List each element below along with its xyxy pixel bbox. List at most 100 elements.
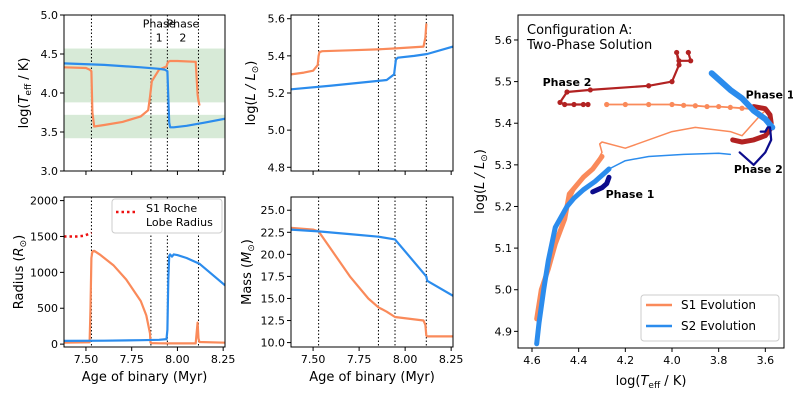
series-marker [580,101,586,108]
y-axis-label-text-end: / K) [17,58,32,84]
y-tick-label: 22.5 [261,226,286,239]
series-line [291,23,428,76]
phase-label: Phase 2 [543,76,592,89]
y-axis-label-sub: ⊙ [19,240,29,248]
series-marker [669,79,675,85]
series-marker [646,83,652,89]
phase-annotation: Phase [143,17,176,30]
series-marker [604,101,610,108]
legend-label: Lobe Radius [146,216,213,229]
x-tick-label: 4.6 [523,354,541,367]
y-tick-label: 3.0 [41,165,59,178]
x-tick-label: 7.50 [301,353,326,366]
y-axis-label: Radius (R⊙) [12,235,29,309]
hr-legend: S1 Evolution S2 Evolution [640,294,780,342]
x-tick-label: 8.00 [165,353,190,366]
y-tick-label: 5.3 [495,159,513,172]
x-axis-label-sub: eff [648,381,661,391]
y-axis-label-var: L / L [473,162,488,189]
series-line [708,70,776,131]
x-tick-label: 4.2 [617,354,635,367]
mass_panel-plot-area [291,197,453,347]
y-axis-label-text: log( [473,189,488,214]
lum_panel: 4.8 5.0 5.2 5.4 5.6 log(L / L⊙) [244,13,454,175]
y-axis-label-sub: ⊙ [251,66,261,74]
legend-box [640,294,780,342]
x-axis-label-var: T [640,374,649,389]
series-line [608,152,732,170]
x-tick-label: 4.0 [663,354,681,367]
series-line [64,62,225,129]
series-marker [564,89,570,95]
series-marker [685,49,691,56]
y-tick-label: 5.2 [268,87,286,100]
y-tick-label: 4.8 [268,161,286,174]
x-axis-label-text: log( [616,374,641,389]
chart-title: Configuration A: [527,23,632,38]
x-axis-label: Age of binary (Myr) [309,370,435,385]
y-tick-label: 3.5 [41,126,59,139]
mass_panel-frame [290,196,454,348]
series-marker [676,62,682,68]
phase-annotation: 2 [179,32,186,45]
y-tick-label: 5.2 [495,200,513,213]
series-marker [562,101,568,108]
y-axis-label-text: Mass ( [240,263,255,305]
y-axis-label-text-end: ) [12,235,27,240]
y-axis-label-sub: ⊙ [247,244,257,252]
series-marker [669,101,675,108]
y-axis-label-text: log( [244,100,259,125]
legend-label: S1 Roche [146,202,197,215]
x-tick-label: 8.25 [211,353,236,366]
series-line [534,166,612,347]
series-marker [681,102,687,108]
y-axis-label-sub: eff [24,83,34,96]
y-tick-label: 4.5 [41,48,59,61]
series-marker [557,99,563,106]
y-tick-label: 5.0 [41,9,59,22]
x-tick-label: 8.25 [439,353,464,366]
y-tick-label: 5.6 [495,34,513,47]
series-marker [704,103,710,110]
series-marker [674,49,680,56]
y-tick-label: 4.0 [41,87,59,100]
y-tick-label: 20.0 [261,248,286,261]
y-tick-label: 1000 [30,266,58,279]
y-tick-label: 17.5 [261,270,286,283]
phase-label: Phase 1 [606,188,655,201]
y-tick-label: 5.0 [268,124,286,137]
series-line [64,253,225,342]
shaded-band [64,114,225,139]
x-axis-label: log(Teff / K) [616,374,687,391]
series-marker [622,101,628,108]
y-tick-label: 5.1 [495,242,513,255]
series-marker [676,58,682,64]
x-tick-label: 4.4 [570,354,588,367]
teff_panel-plot-area [64,15,225,171]
x-tick-label: 7.50 [74,353,99,366]
phase-label: Phase 1 [746,88,793,101]
y-axis-label-var: L / L [244,73,259,100]
x-tick-label: 7.75 [119,353,144,366]
y-axis-label-text-end: ) [240,239,255,244]
y-axis-label-var: M [240,252,255,263]
legend-label: S1 Evolution [681,298,756,312]
series-line [291,226,453,338]
y-axis-label-text: Radius ( [12,256,27,309]
y-tick-label: 1500 [30,230,58,243]
y-tick-label: 10.0 [261,337,286,350]
y-tick-label: 5.6 [268,13,286,26]
series-marker [585,101,591,108]
hr_panel-plot-area [534,49,776,347]
series-line [291,228,453,297]
series-line [291,45,453,91]
legend-box [111,198,223,234]
series-marker [716,103,722,110]
y-tick-label: 0 [51,338,58,351]
lum_panel-plot-area [291,15,453,171]
y-axis-label-text-end: ) [244,61,259,66]
series-marker [587,87,593,93]
